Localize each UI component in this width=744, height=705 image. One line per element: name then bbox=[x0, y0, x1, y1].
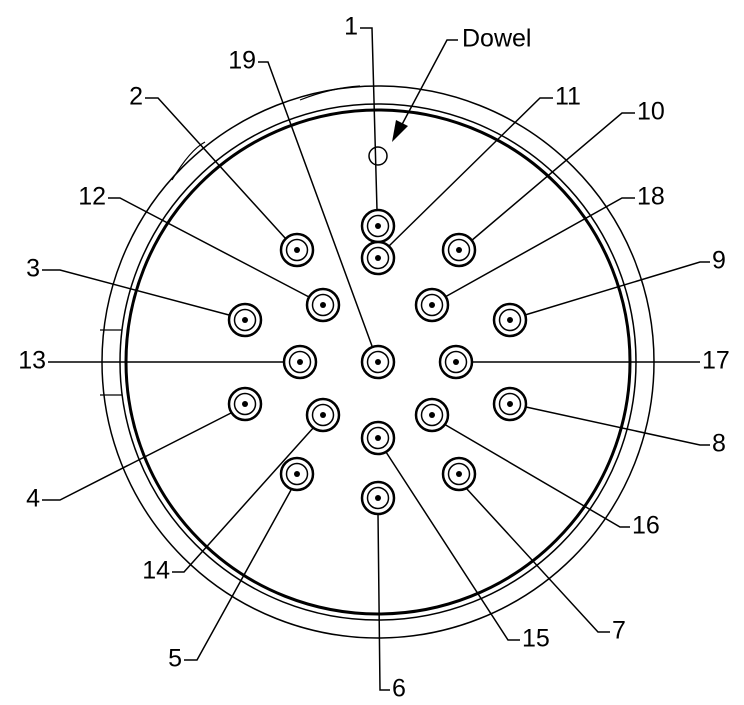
pin-dot bbox=[456, 471, 462, 477]
pin-inner bbox=[366, 214, 390, 238]
pin-leader bbox=[388, 97, 553, 247]
pin-dot bbox=[242, 317, 248, 323]
pin-label: 15 bbox=[522, 625, 550, 653]
pin-leader bbox=[444, 197, 635, 298]
pin-dot bbox=[242, 401, 248, 407]
pin-label: 7 bbox=[612, 617, 626, 645]
dowel-callout: Dowel bbox=[392, 25, 531, 142]
pin-label: 4 bbox=[26, 485, 40, 513]
ring-notch bbox=[171, 141, 206, 181]
pin-dot bbox=[297, 359, 303, 365]
pin-dot bbox=[375, 223, 381, 229]
pin-label: 6 bbox=[392, 675, 406, 703]
pin-dot bbox=[375, 435, 381, 441]
pin-inner bbox=[311, 403, 335, 427]
pin-label: 2 bbox=[129, 83, 143, 111]
pin-leader bbox=[145, 97, 287, 240]
pin-label: 3 bbox=[26, 255, 40, 283]
pin-leader bbox=[525, 406, 710, 446]
pin-inner bbox=[288, 350, 312, 374]
pin-dot bbox=[429, 412, 435, 418]
pin-dot bbox=[456, 247, 462, 253]
pin-leader bbox=[385, 451, 520, 641]
pin-inner bbox=[311, 293, 335, 317]
pin-label: 8 bbox=[712, 430, 726, 458]
pin-inner bbox=[366, 350, 390, 374]
pin-dot bbox=[453, 359, 459, 365]
pin-label: 10 bbox=[637, 98, 665, 126]
pin-label: 12 bbox=[78, 183, 106, 211]
pin-dot bbox=[294, 247, 300, 253]
pin-leader bbox=[172, 426, 315, 573]
pin-inner bbox=[285, 462, 309, 486]
pin-leader bbox=[470, 112, 635, 242]
pin-leader bbox=[443, 423, 630, 528]
pin-dot bbox=[507, 401, 513, 407]
pin-dot bbox=[375, 255, 381, 261]
pin-label: 11 bbox=[555, 83, 581, 111]
pin-inner bbox=[498, 308, 522, 332]
pin-inner bbox=[233, 308, 257, 332]
pin-leader bbox=[42, 269, 230, 316]
pin-label: 13 bbox=[18, 347, 46, 375]
pin-inner bbox=[447, 462, 471, 486]
pin-inner bbox=[420, 403, 444, 427]
pin-dot bbox=[429, 302, 435, 308]
pin-dot bbox=[375, 495, 381, 501]
pin-inner bbox=[420, 293, 444, 317]
pin-dot bbox=[320, 302, 326, 308]
pin-label: 1 bbox=[344, 13, 358, 41]
pin-leader bbox=[108, 197, 310, 298]
pin-leader bbox=[465, 487, 610, 633]
pin-leader bbox=[42, 412, 232, 501]
dowel-leader bbox=[397, 39, 458, 133]
pin-label: 9 bbox=[712, 247, 726, 275]
pin-leader bbox=[258, 61, 373, 347]
pin-label: 19 bbox=[228, 47, 256, 75]
pin-leader bbox=[360, 27, 378, 211]
pin-dot bbox=[294, 471, 300, 477]
pin-label: 5 bbox=[168, 645, 182, 673]
pin-inner bbox=[444, 350, 468, 374]
ring-notch bbox=[299, 85, 361, 101]
pin-inner bbox=[285, 238, 309, 262]
pin-leader bbox=[377, 513, 390, 691]
pin-dot bbox=[320, 412, 326, 418]
pin-label: 14 bbox=[142, 557, 170, 585]
pin-leader bbox=[524, 261, 710, 316]
pin-inner bbox=[447, 238, 471, 262]
pin-label: 16 bbox=[632, 512, 660, 540]
pin-leader bbox=[184, 489, 292, 661]
pin-dot bbox=[375, 359, 381, 365]
pin-label: 17 bbox=[702, 347, 730, 375]
pin-inner bbox=[498, 392, 522, 416]
dowel-hole bbox=[368, 146, 388, 166]
pin-label: 18 bbox=[637, 183, 665, 211]
pin-inner bbox=[366, 246, 390, 270]
pin-inner bbox=[366, 426, 390, 450]
dowel-label: Dowel bbox=[462, 25, 531, 53]
pin-inner bbox=[233, 392, 257, 416]
pin-inner bbox=[366, 486, 390, 510]
dowel-arrow bbox=[392, 120, 408, 142]
pin-dot bbox=[507, 317, 513, 323]
